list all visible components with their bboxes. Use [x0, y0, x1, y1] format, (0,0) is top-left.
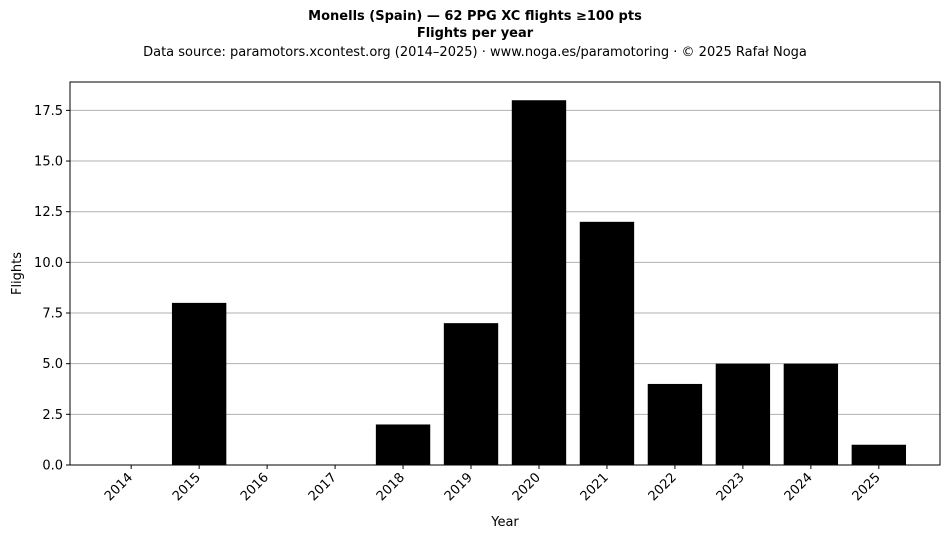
x-tick-label: 2025	[850, 470, 884, 504]
bars	[171, 100, 907, 465]
x-tick-label: 2021	[578, 470, 612, 504]
y-axis-label: Flights	[10, 252, 25, 295]
bar-2025	[851, 444, 907, 465]
x-axis: 2014 2015 2016 2017 2018 2019 2020 2021 2022 2023…	[102, 465, 884, 504]
y-tick-label: 17.5	[34, 104, 63, 119]
x-tick-label: 2014	[102, 470, 136, 504]
bar-2022	[647, 383, 703, 465]
x-tick-label: 2016	[238, 470, 272, 504]
bar-2023	[715, 363, 771, 465]
x-tick-label: 2017	[306, 470, 340, 504]
y-tick-label: 10.0	[34, 256, 63, 271]
y-tick-label: 7.5	[42, 307, 63, 322]
plot-frame	[69, 81, 941, 466]
x-tick-label: 2023	[714, 470, 748, 504]
chart-title: Monells (Spain) — 62 PPG XC flights ≥100…	[308, 9, 642, 24]
bar-2024	[783, 363, 839, 465]
y-axis: 0.0 2.5 5.0 7.5 10.0 12.5 15.0 17.5	[34, 104, 70, 474]
x-tick-label: 2015	[170, 470, 204, 504]
x-tick-label: 2019	[442, 470, 476, 504]
bar-2021	[579, 221, 635, 465]
bar-2020	[511, 100, 567, 465]
chart-subtitle: Flights per year	[416, 26, 534, 41]
x-tick-label: 2018	[374, 470, 408, 504]
y-tick-label: 15.0	[34, 155, 63, 170]
chart-title-block: Monells (Spain) — 62 PPG XC flights ≥100…	[0, 8, 950, 61]
x-tick-label: 2022	[646, 470, 680, 504]
bar-2018	[375, 424, 431, 465]
chart-source-note: Data source: paramotors.xcontest.org (20…	[143, 45, 807, 60]
y-tick-label: 5.0	[42, 357, 63, 372]
bar-2019	[443, 323, 499, 465]
x-tick-label: 2024	[782, 470, 816, 504]
x-tick-label: 2020	[510, 470, 544, 504]
y-tick-label: 0.0	[42, 459, 63, 474]
y-tick-label: 2.5	[42, 408, 63, 423]
y-tick-label: 12.5	[34, 205, 63, 220]
x-axis-label: Year	[490, 515, 519, 530]
bar-2015	[171, 302, 227, 465]
